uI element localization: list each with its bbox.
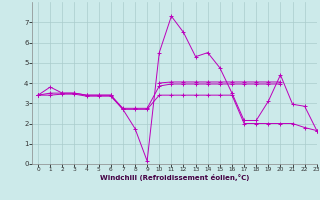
- X-axis label: Windchill (Refroidissement éolien,°C): Windchill (Refroidissement éolien,°C): [100, 174, 249, 181]
